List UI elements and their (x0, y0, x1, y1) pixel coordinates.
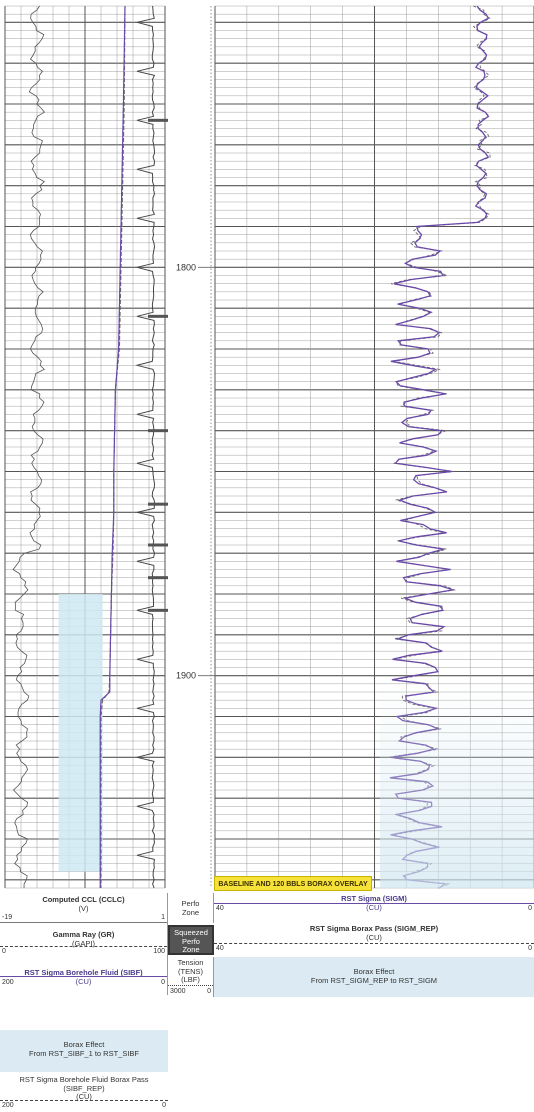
header-ccl: Computed CCL (CCLC) (V) -19 1 (0, 893, 168, 923)
borax-left-line1: Borax Effect (63, 1040, 105, 1049)
header-sibf: RST Sigma Borehole Fluid (SIBF) (CU) 200… (0, 957, 168, 995)
borax-right-line2: From RST_SIGM_REP to RST_SIGM (310, 975, 438, 985)
sigm-rep-min: 40 (216, 945, 224, 952)
perfo-marker (148, 608, 168, 612)
header-sigm-rep: RST Sigma Borax Pass (SIGM_REP) (CU) 40 … (214, 923, 534, 957)
header-sigm: RST Sigma (SIGM) (CU) 40 0 (214, 893, 534, 923)
perfo-marker (148, 576, 168, 580)
curve-ccl (135, 5, 156, 889)
sibf-max: 0 (161, 978, 165, 986)
sibf-unit: (CU) (75, 976, 92, 986)
sibf-rep-title: RST Sigma Borehole Fluid Borax Pass (19, 1075, 149, 1084)
header-squeezed-perfo-zone: Squeezed Perfo Zone (168, 925, 214, 955)
squeezed-line1: Squeezed (174, 928, 208, 937)
gr-unit: (GAPI) (72, 938, 95, 948)
ccl-title: Computed CCL (CCLC) (42, 895, 125, 904)
perfo-marker (148, 543, 168, 547)
borax-effect-fill-track1 (58, 594, 103, 872)
gr-min: 0 (2, 947, 6, 955)
sibf-min: 200 (2, 978, 14, 986)
header-perfo-zone: Perfo Zone (168, 893, 214, 923)
overlay-annotation: BASELINE AND 120 BBLS BORAX OVERLAY (214, 876, 372, 891)
sibf-rep-title2: (SIBF_REP) (63, 1083, 105, 1093)
sibf-rep-max: 0 (162, 1101, 166, 1109)
perfo-line1: Perfo (181, 899, 200, 908)
squeezed-line2: Perfo (182, 936, 200, 946)
header-tens: Tension (TENS) (LBF) 3000 0 (168, 957, 214, 997)
perfo-marker (148, 118, 168, 122)
perfo-marker (148, 314, 168, 318)
ccl-unit: (V) (78, 903, 89, 913)
borax-left-line2: From RST_SIBF_1 to RST_SIBF (28, 1048, 140, 1058)
borax-effect-fill-track2 (380, 675, 534, 888)
sigm-unit: (CU) (366, 902, 382, 912)
header-sibf-rep: RST Sigma Borehole Fluid Borax Pass (SIB… (0, 1073, 168, 1111)
perfo-marker (148, 502, 168, 506)
tens-line1: Tension (177, 958, 204, 967)
squeezed-line3: Zone (182, 945, 200, 954)
tens-min: 3000 (170, 987, 186, 995)
sibf-rep-min: 200 (2, 1101, 14, 1109)
tens-max: 0 (207, 987, 211, 995)
sibf-title: RST Sigma Borehole Fluid (SIBF) (24, 968, 143, 977)
depth-label: 1900 (176, 671, 196, 681)
tens-line2: (TENS) (178, 966, 203, 976)
well-log-chart: 1800 1900 (4, 5, 534, 889)
gr-title: Gamma Ray (GR) (52, 930, 115, 939)
sigm-min: 40 (216, 905, 224, 912)
borax-right-line1: Borax Effect (353, 967, 395, 976)
curve-gamma-ray (12, 5, 46, 889)
ccl-max: 1 (161, 913, 165, 921)
header-borax-effect-left: Borax Effect From RST_SIBF_1 to RST_SIBF (0, 1030, 168, 1072)
depth-label: 1800 (176, 262, 196, 272)
tens-line3: (LBF) (181, 975, 200, 984)
sigm-title: RST Sigma (SIGM) (341, 894, 407, 903)
gr-max: 100 (153, 947, 165, 955)
curve-sibf (99, 5, 126, 888)
header-borax-effect-right: Borax Effect From RST_SIGM_REP to RST_SI… (214, 957, 534, 997)
sigm-rep-max: 0 (528, 945, 532, 952)
sigm-rep-title: RST Sigma Borax Pass (SIGM_REP) (309, 924, 439, 933)
sigm-rep-unit: (CU) (366, 932, 382, 942)
sigm-max: 0 (528, 905, 532, 912)
perfo-marker (148, 429, 168, 433)
ccl-min: -19 (2, 913, 13, 921)
perfo-line2: Zone (181, 907, 200, 917)
sibf-rep-unit: (CU) (76, 1092, 92, 1101)
header-gr: Gamma Ray (GR) (GAPI) 0 100 (0, 923, 168, 957)
